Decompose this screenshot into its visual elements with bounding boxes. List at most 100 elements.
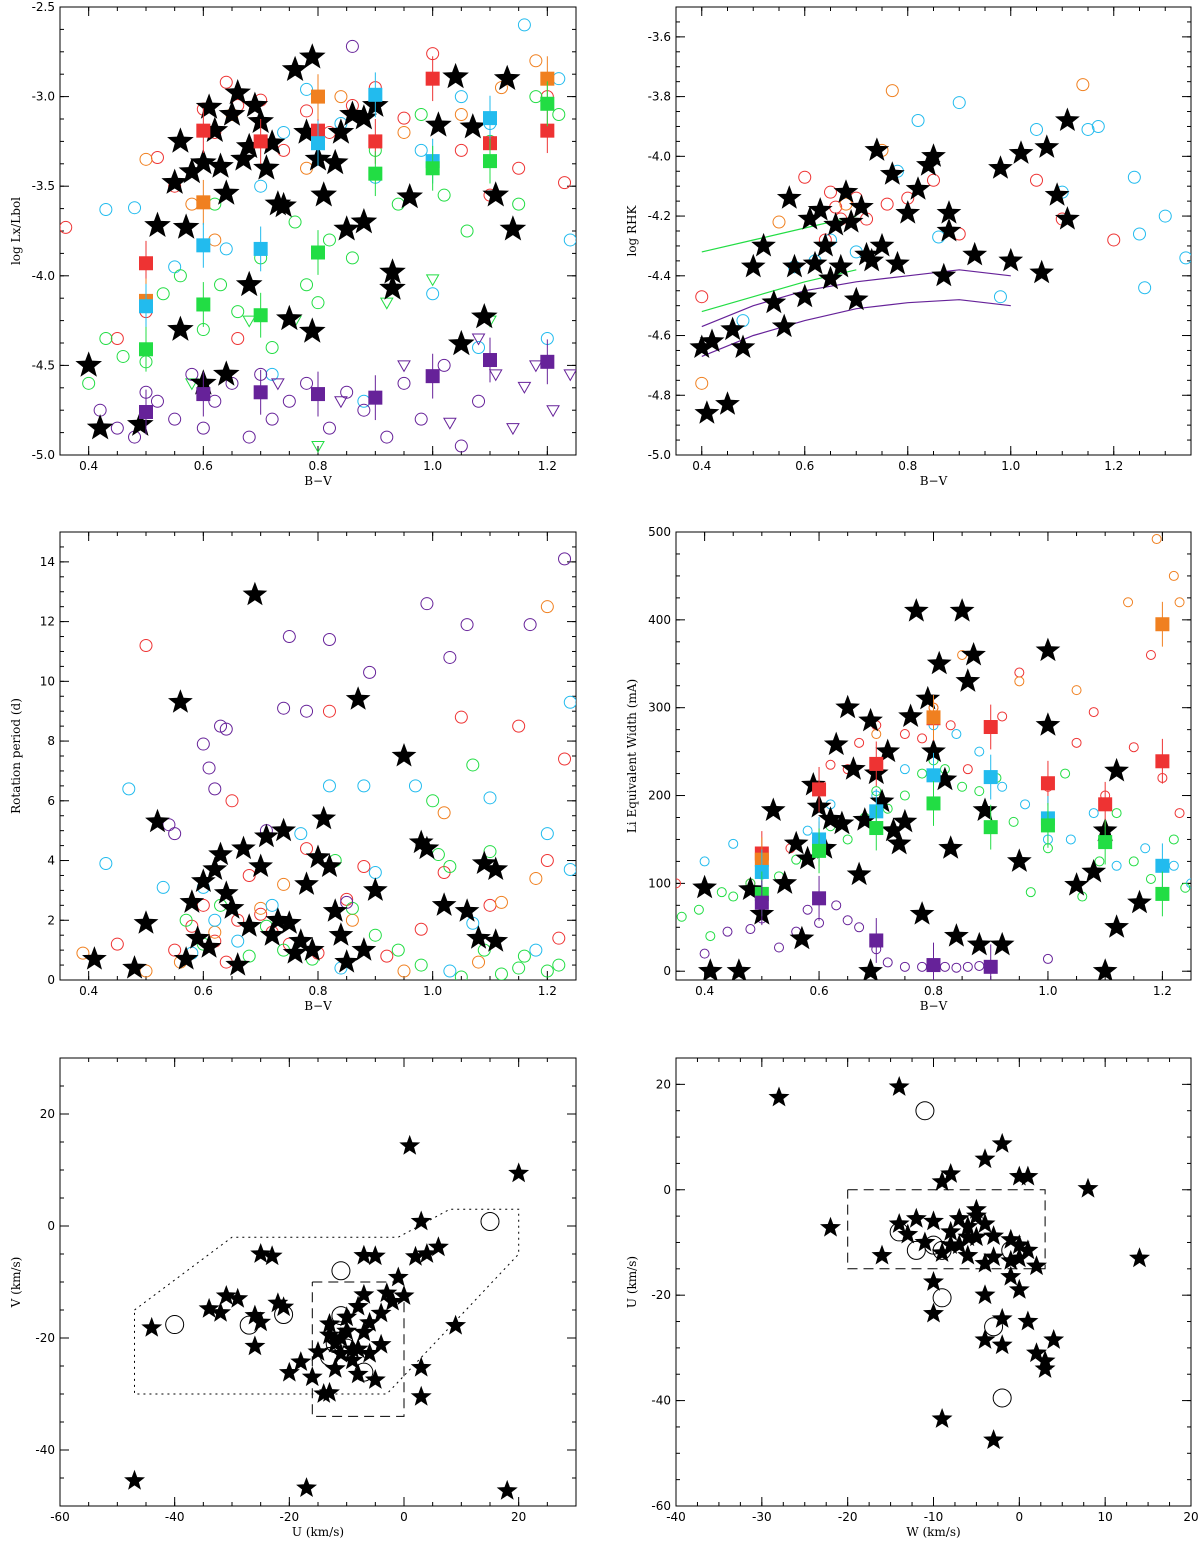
y-tick-label: 0 [47, 973, 55, 987]
cyan-circle-marker [1020, 799, 1031, 810]
star-marker [852, 807, 878, 831]
purple-circle-marker [437, 358, 451, 372]
cyan-circle-marker [1111, 860, 1122, 871]
star-marker [277, 910, 302, 934]
purple-binned-square [368, 390, 383, 405]
star-marker [190, 148, 217, 175]
purple-triangle-marker [471, 333, 486, 346]
star-marker [347, 1338, 369, 1359]
y-tick-label: 300 [648, 701, 671, 715]
cyan-circle-marker [219, 242, 233, 256]
panel-p3: 0.4 0.6 0.8 1.0 1.2 0 2 4 6 8 10 12 14 B−V Rotation pe… [9, 531, 577, 1013]
orange-circle-marker [1014, 676, 1025, 687]
green-circle-marker [728, 891, 739, 902]
purple-circle-marker [196, 421, 210, 435]
orange-circle-marker [208, 925, 222, 939]
y-tick-label: 500 [648, 525, 671, 539]
cyan-circle-marker [294, 827, 308, 841]
purple-circle-marker [345, 39, 359, 53]
star-marker [227, 1287, 249, 1308]
red-binned-square [1040, 776, 1055, 791]
star-marker [410, 1210, 432, 1231]
panel-p1: 0.4 0.6 0.8 1.0 1.2 -5.0 -4.5 -4.0 -3.5 -3.0 -2.5 B… [9, 0, 577, 488]
purple-binned-square [425, 369, 440, 384]
x-tick-label: 0.4 [79, 984, 98, 998]
green-binned-square [983, 820, 998, 835]
star-marker [213, 360, 240, 386]
star-marker [905, 1207, 927, 1228]
purple-circle-marker [363, 665, 377, 679]
purple-circle-marker [414, 412, 428, 426]
purple-binned-square [926, 958, 941, 973]
star-marker [931, 1242, 953, 1262]
green-circle-marker [1094, 856, 1105, 867]
purple-circle-marker [899, 961, 910, 972]
star-marker [364, 1369, 386, 1389]
star-marker [258, 129, 286, 155]
x-tick-label: 10 [1098, 1510, 1113, 1524]
x-tick-label: 0.8 [924, 984, 943, 998]
star-marker [823, 731, 849, 756]
green-binned-square [425, 161, 440, 176]
star-marker [483, 856, 509, 880]
cyan-circle-marker [265, 367, 279, 381]
star-marker [336, 1320, 358, 1341]
red-circle-marker [219, 75, 233, 89]
red-circle-marker [168, 943, 182, 957]
green-circle-marker [116, 349, 130, 363]
star-marker [425, 111, 452, 137]
green-circle-marker [82, 376, 96, 390]
cyan-circle-marker [454, 90, 468, 104]
x-tick-label: 0.8 [308, 459, 327, 473]
purple-circle-marker [357, 403, 371, 417]
star-marker [991, 1132, 1013, 1153]
purple-binned-square [311, 387, 325, 402]
y-tick-label: -3.6 [648, 30, 671, 44]
cyan-circle-marker [1140, 843, 1151, 854]
purple-triangle-marker [271, 378, 285, 391]
purple-circle-marker [208, 394, 222, 408]
star-marker [936, 218, 962, 242]
cyan-circle-marker [99, 857, 113, 871]
star-marker [1035, 637, 1061, 662]
y-tick-label: 20 [656, 1077, 671, 1091]
star-marker [210, 1301, 231, 1322]
plot-area [76, 552, 576, 980]
star-marker [213, 880, 239, 904]
star-marker [948, 1207, 970, 1228]
star-marker [881, 817, 906, 842]
star-marker [783, 830, 809, 855]
y-tick-label: -4.4 [648, 269, 671, 283]
green-circle-marker [494, 967, 508, 980]
star-marker [321, 148, 349, 175]
star-marker [414, 835, 440, 860]
star-marker [281, 55, 309, 81]
red-circle-marker [927, 173, 940, 187]
green-circle-marker [311, 296, 325, 310]
star-marker [904, 598, 929, 622]
cyan-circle-marker [1168, 860, 1179, 871]
x-tick-label: 1.0 [1001, 459, 1020, 473]
star-marker [322, 898, 348, 922]
green-circle-marker [391, 197, 405, 211]
star-marker [694, 400, 720, 424]
star-marker [471, 303, 498, 329]
star-marker [347, 1295, 369, 1316]
cyan-circle-marker [1158, 209, 1172, 223]
green-circle-marker [214, 278, 228, 292]
red-circle-marker [150, 151, 164, 165]
x-tick-label: 1.0 [423, 459, 442, 473]
star-marker [288, 928, 314, 952]
star-marker [858, 707, 883, 732]
green-circle-marker [345, 251, 359, 265]
star-marker [172, 213, 200, 239]
orange-circle-marker [397, 964, 411, 978]
star-marker [431, 892, 457, 916]
purple-circle-marker [196, 737, 210, 751]
red-circle-marker [1088, 707, 1099, 718]
x-tick-label: -60 [50, 1510, 70, 1524]
plot-area [676, 534, 1191, 980]
star-marker [299, 317, 326, 343]
purple-triangle-marker [334, 396, 348, 409]
star-marker [427, 1236, 449, 1257]
